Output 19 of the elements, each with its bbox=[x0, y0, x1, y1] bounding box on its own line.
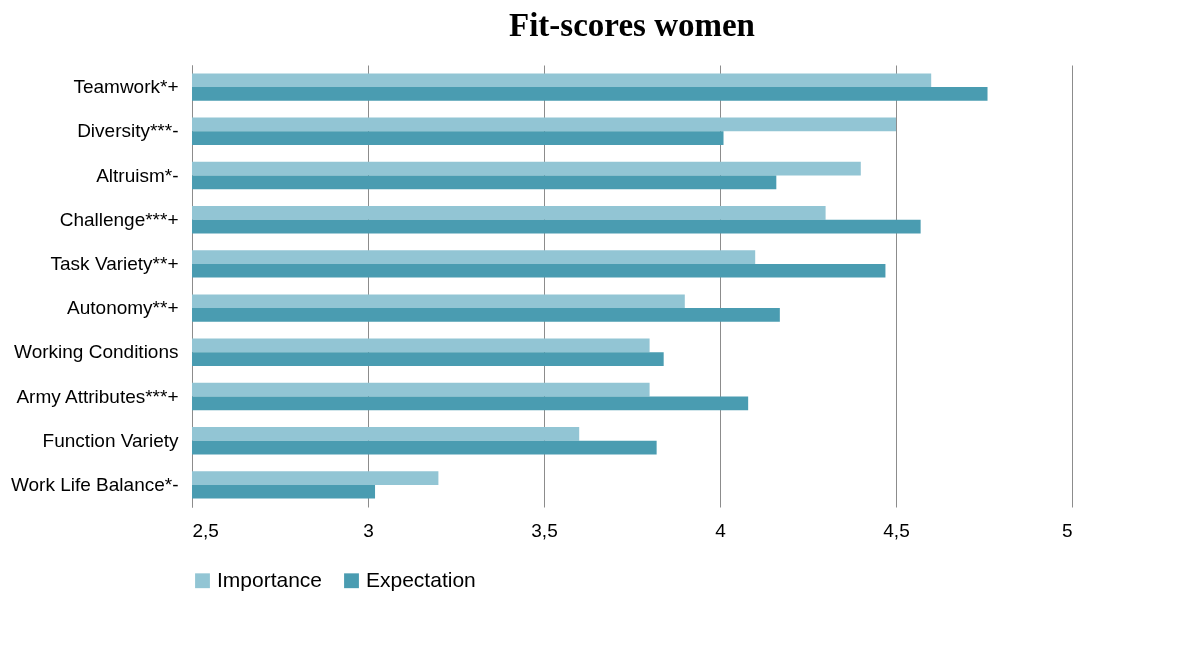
y-tick-label: Teamwork*+ bbox=[73, 76, 179, 98]
y-tick-label: Diversity***- bbox=[77, 120, 179, 142]
y-tick-label: Task Variety**+ bbox=[50, 252, 179, 274]
y-tick-label: Working Conditions bbox=[14, 341, 179, 363]
x-tick-label: 4,5 bbox=[883, 519, 910, 541]
x-tick-label: 3,5 bbox=[531, 519, 558, 541]
legend-label: Expectation bbox=[366, 567, 476, 591]
y-tick-label: Altruism*- bbox=[96, 164, 179, 186]
x-tick-label: 3 bbox=[363, 519, 374, 541]
x-tick-label: 5 bbox=[1061, 519, 1073, 541]
y-tick-label: Work Life Balance*- bbox=[10, 473, 179, 495]
y-tick-label: Function Variety bbox=[42, 429, 179, 451]
x-tick-label: 2,5 bbox=[192, 519, 219, 541]
y-tick-label: Challenge***+ bbox=[59, 208, 179, 230]
legend-label: Importance bbox=[217, 567, 323, 591]
y-tick-label: Army Attributes***+ bbox=[16, 385, 179, 407]
chart-title: Fit-scores women bbox=[509, 7, 755, 43]
y-tick-label: Autonomy**+ bbox=[67, 297, 179, 319]
x-tick-label: 4 bbox=[715, 519, 727, 541]
